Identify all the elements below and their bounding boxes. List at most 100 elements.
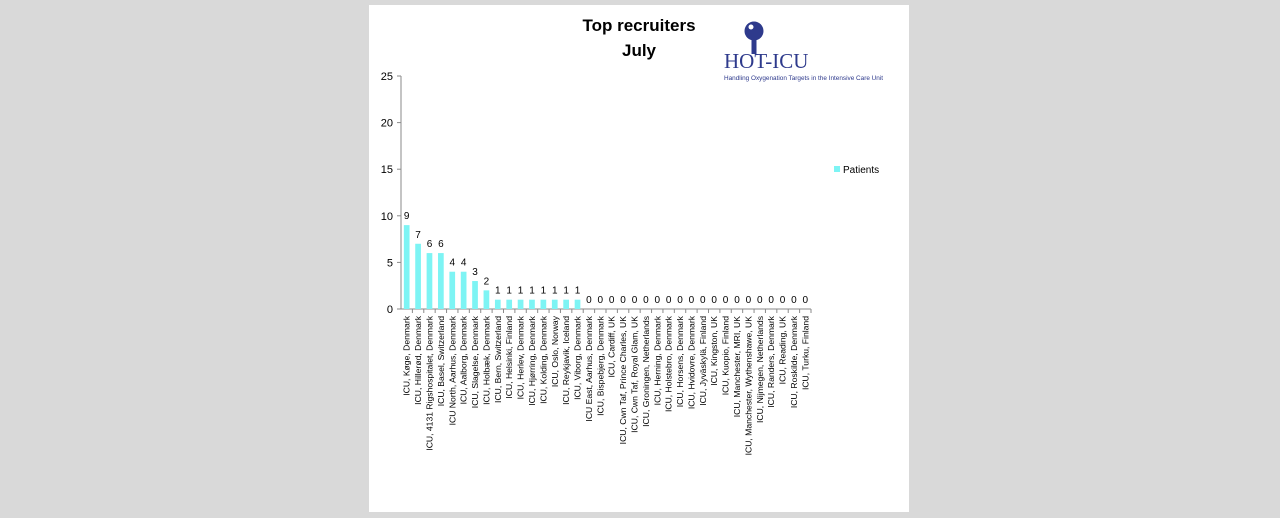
- bar-value-label: 9: [404, 211, 410, 222]
- category-label: ICU, Køge, Denmark: [402, 315, 412, 395]
- logo-text: HOT-ICU: [724, 49, 808, 73]
- category-label: ICU, Cwn Taf, Prince Charles, UK: [618, 316, 628, 445]
- category-label: ICU, Reading, UK: [778, 316, 788, 385]
- category-labels: ICU, Køge, Denmark ICU, Hillerød, Denmark…: [402, 315, 811, 455]
- category-label: ICU, Holstebro, Denmark: [664, 315, 674, 412]
- bar: [506, 299, 513, 309]
- bar: [449, 271, 456, 309]
- category-label: ICU, Turku, Finland: [800, 316, 810, 390]
- bar-value-label: 1: [518, 286, 524, 297]
- bar: [460, 271, 467, 309]
- bar: [529, 299, 535, 309]
- logo-stem: [751, 38, 757, 54]
- bar-value-label: 2: [484, 276, 490, 287]
- bar: [551, 299, 558, 309]
- bar-value-label: 0: [632, 295, 638, 306]
- category-label: ICU North, Aarhus, Denmark: [447, 315, 457, 425]
- bar: [438, 253, 444, 309]
- bar: [540, 299, 547, 309]
- category-label: ICU, Kolding, Denmark: [538, 315, 548, 404]
- category-label: ICU, Roskilde, Denmark: [789, 315, 799, 408]
- y-tick-label: 5: [387, 257, 393, 269]
- category-label: ICU, Helsinki, Finland: [504, 316, 514, 399]
- bars: [403, 225, 581, 309]
- bar-value-label: 6: [438, 239, 444, 250]
- category-label: ICU, Manchester, Wythenshawe, UK: [743, 316, 753, 456]
- category-label: ICU, Bispebjerg, Denmark: [595, 315, 605, 416]
- bar: [574, 299, 581, 309]
- y-tick-label: 15: [381, 164, 393, 176]
- bar-value-label: 6: [427, 239, 433, 250]
- bar-value-label: 0: [700, 295, 706, 306]
- legend-label: Patients: [843, 165, 879, 176]
- category-label: ICU, 4131 Rigshospitalet, Denmark: [424, 315, 434, 450]
- category-label: ICU, Randers, Denmark: [766, 315, 776, 407]
- bar-value-label: 0: [746, 295, 752, 306]
- chart-title: Top recruiters: [582, 16, 695, 35]
- category-label: ICU, Nijmegen, Netherlands: [755, 316, 765, 423]
- category-label: ICU, Slagelse, Denmark: [470, 315, 480, 408]
- category-label: ICU, Reykjavik, Iceland: [561, 316, 571, 405]
- category-label: ICU, Oslo, Norway: [550, 315, 560, 387]
- bar-value-label: 0: [609, 295, 615, 306]
- y-tick-label: 25: [381, 71, 393, 83]
- bar-value-label: 1: [552, 286, 558, 297]
- x-ticks: [411, 309, 812, 313]
- bar-value-label: 1: [529, 286, 535, 297]
- bar-value-label: 0: [666, 295, 672, 306]
- chart-panel: Top recruiters July HOT-ICU Handling Oxy…: [369, 5, 909, 512]
- bar-value-label: 0: [791, 295, 797, 306]
- bar-value-label: 7: [415, 230, 421, 241]
- bar-value-label: 0: [643, 295, 649, 306]
- logo-drop-top: [744, 21, 764, 41]
- category-label: ICU, Holbæk, Denmark: [481, 315, 491, 405]
- bar: [426, 253, 433, 309]
- bar-value-label: 0: [689, 295, 695, 306]
- bar-value-label: 0: [757, 295, 763, 306]
- bar-value-label: 1: [541, 286, 547, 297]
- bar-value-label: 0: [586, 295, 592, 306]
- bar-value-label: 0: [620, 295, 626, 306]
- category-label: ICU, Groningen, Netherlands: [641, 316, 651, 427]
- category-label: ICU, Kuopio, Finland: [721, 316, 731, 396]
- category-label: ICU East, Aarhus, Denmark: [584, 315, 594, 421]
- bar: [472, 281, 478, 309]
- bar-value-label: 0: [598, 295, 604, 306]
- category-label: ICU, Basel, Switzerland: [436, 316, 446, 406]
- bar-value-label: 0: [723, 295, 729, 306]
- category-label: ICU, Hvidovre, Denmark: [686, 315, 696, 409]
- category-label: ICU, Bern, Switzerland: [493, 316, 503, 403]
- bar: [517, 299, 524, 309]
- hot-icu-logo: HOT-ICU Handling Oxygenation Targets in …: [724, 21, 883, 82]
- bar-value-label: 0: [803, 295, 809, 306]
- bar: [563, 299, 569, 309]
- bar-value-label: 1: [506, 286, 512, 297]
- bar: [415, 243, 421, 309]
- y-tick-label: 20: [381, 118, 393, 130]
- bar: [494, 299, 501, 309]
- bar-value-label: 0: [768, 295, 774, 306]
- bar-value-label: 0: [654, 295, 660, 306]
- category-label: ICU, Aalborg, Denmark: [459, 315, 469, 404]
- bar: [483, 290, 490, 309]
- category-label: ICU, Hillerød, Denmark: [413, 315, 423, 405]
- chart: Top recruiters July HOT-ICU Handling Oxy…: [381, 16, 884, 455]
- logo-subtitle: Handling Oxygenation Targets in the Inte…: [724, 75, 883, 82]
- category-label: ICU, Horsens, Denmark: [675, 315, 685, 407]
- category-label: ICU, Cwn Taf, Royal Glam, UK: [629, 316, 639, 433]
- category-label: ICU, Herning, Denmark: [652, 315, 662, 405]
- bar-value-label: 1: [563, 286, 569, 297]
- category-label: ICU, Kingston, UK: [709, 316, 719, 386]
- bar-value-label: 1: [575, 286, 581, 297]
- bar-value-label: 0: [780, 295, 786, 306]
- bar-value-label: 0: [734, 295, 740, 306]
- category-label: ICU, Jyväskylä, Finland: [698, 316, 708, 406]
- category-label: ICU, Cardiff, UK: [607, 316, 617, 378]
- legend-swatch: [834, 166, 840, 172]
- y-tick-label: 10: [381, 211, 393, 223]
- category-label: ICU, Manchester, MRI, UK: [732, 316, 742, 418]
- category-label: ICU, Hjørring, Denmark: [527, 315, 537, 405]
- category-label: ICU, Viborg, Denmark: [573, 315, 583, 400]
- bar-value-label: 0: [677, 295, 683, 306]
